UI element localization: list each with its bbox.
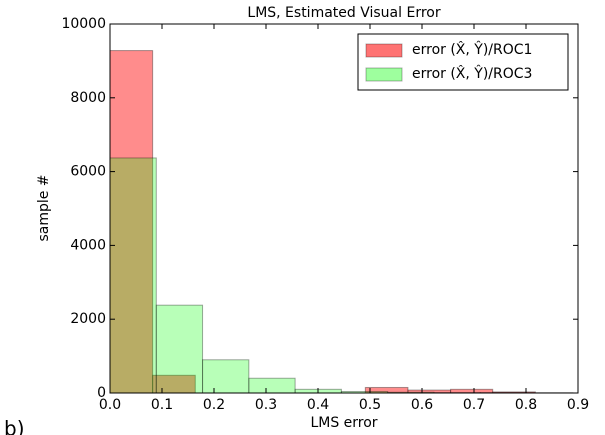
- y-tick-label: 4000: [70, 237, 106, 253]
- legend-swatch: [365, 43, 403, 58]
- legend-swatch: [365, 67, 403, 82]
- histogram-bar: [202, 359, 250, 394]
- x-tick-label: 0.4: [307, 397, 329, 413]
- legend-box: [357, 33, 569, 91]
- y-tick-label: 2000: [70, 311, 106, 327]
- legend-label: error (X̂, Ŷ)/ROC1: [412, 40, 532, 58]
- x-tick-label: 0.0: [99, 397, 121, 413]
- y-tick-label: 6000: [70, 164, 106, 180]
- x-tick-label: 0.5: [359, 397, 381, 413]
- plot-frame: [109, 23, 579, 394]
- x-tick-label: 0.6: [411, 397, 433, 413]
- x-tick-label: 0.9: [567, 397, 589, 413]
- y-axis-label: sample #: [36, 174, 52, 241]
- panel-label: b): [4, 417, 25, 435]
- histogram-bar: [248, 377, 296, 394]
- histogram-bar: [109, 157, 157, 394]
- x-tick-label: 0.8: [515, 397, 537, 413]
- y-tick-label: 8000: [70, 90, 106, 106]
- histogram-bar: [155, 304, 204, 394]
- y-tick-label: 0: [97, 385, 106, 401]
- x-tick-label: 0.2: [203, 397, 225, 413]
- histogram-bar: [109, 50, 154, 394]
- x-tick-label: 0.7: [463, 397, 485, 413]
- x-tick-label: 0.1: [151, 397, 173, 413]
- legend-label: error (X̂, Ŷ)/ROC3: [412, 64, 532, 82]
- y-tick-label: 10000: [61, 16, 106, 32]
- x-axis-label: LMS error: [310, 415, 377, 431]
- x-tick-label: 0.3: [255, 397, 277, 413]
- chart-title: LMS, Estimated Visual Error: [247, 5, 440, 21]
